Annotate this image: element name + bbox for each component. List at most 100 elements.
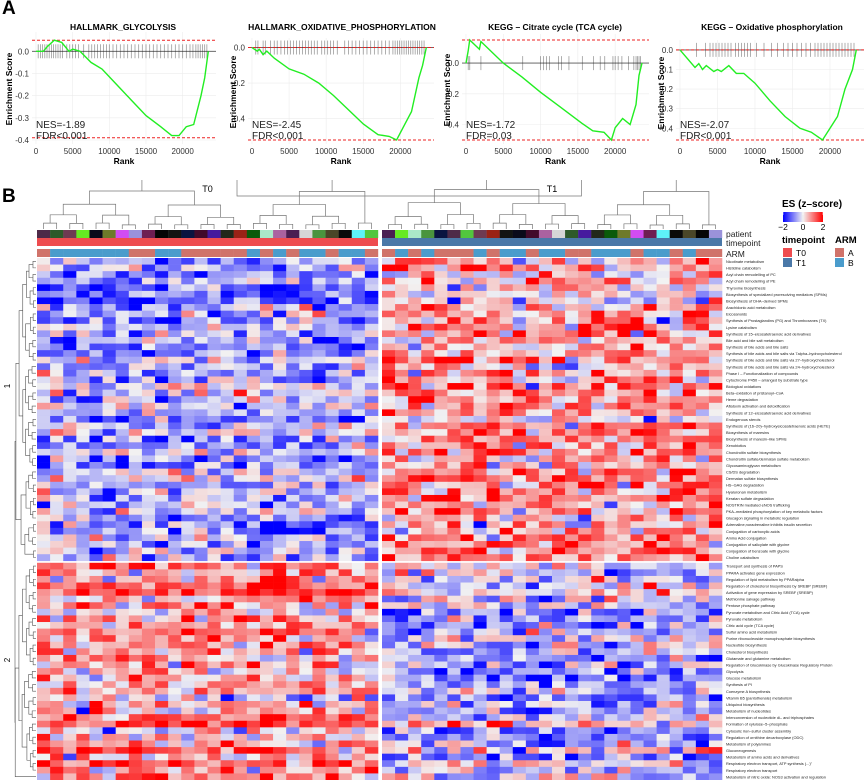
heatmap-cell	[233, 654, 248, 662]
heatmap-cell	[525, 435, 540, 443]
heatmap-cell	[382, 569, 396, 577]
heatmap-cell	[312, 330, 326, 338]
heatmap-cell	[538, 654, 553, 662]
heatmap-cell	[246, 376, 261, 384]
heatmap-cell	[656, 534, 670, 542]
heatmap-cell	[338, 641, 353, 649]
heatmap-cell	[181, 521, 195, 529]
arm-annotation-cell	[591, 249, 605, 257]
heatmap-cell	[447, 481, 461, 489]
heatmap-cell	[460, 494, 474, 502]
heatmap-cell	[630, 290, 644, 298]
heatmap-cell	[656, 468, 670, 476]
heatmap-cell	[364, 753, 379, 761]
heatmap-cell	[312, 674, 326, 682]
heatmap-cell	[565, 284, 579, 292]
heatmap-cell	[286, 622, 300, 629]
heatmap-cell	[630, 554, 644, 562]
heatmap-cell	[207, 753, 221, 761]
heatmap-cell	[338, 396, 353, 404]
heatmap-cell	[512, 264, 527, 272]
heatmap-cell	[708, 310, 723, 318]
heatmap-cell	[434, 442, 448, 450]
dendrogram-branch	[518, 224, 533, 229]
heatmap-cell	[325, 747, 339, 754]
fdr-annotation: FDR<0.001	[252, 131, 304, 142]
heatmap-cell	[128, 589, 143, 596]
heatmap-cell	[421, 681, 435, 689]
heatmap-cell	[525, 290, 540, 298]
heatmap-cell	[37, 304, 51, 311]
heatmap-cell	[37, 383, 51, 390]
heatmap-cell	[89, 343, 103, 351]
heatmap-cell	[312, 258, 326, 265]
heatmap-cell	[473, 297, 487, 305]
heatmap-cell	[630, 435, 644, 443]
arm-annotation-cell	[128, 249, 143, 257]
heatmap-cell	[512, 654, 527, 662]
heatmap-cell	[473, 589, 487, 596]
heatmap-cell	[63, 429, 77, 437]
heatmap-cell	[168, 727, 182, 735]
heatmap-cell	[486, 714, 500, 722]
heatmap-cell	[669, 733, 684, 741]
heatmap-cell	[351, 396, 366, 404]
heatmap-cell	[656, 277, 670, 285]
heatmap-cell	[364, 674, 379, 682]
heatmap-cell	[486, 429, 500, 437]
dendrogram-branch	[31, 723, 36, 731]
heatmap-cell	[499, 402, 514, 410]
heatmap-cell	[259, 727, 274, 735]
heatmap-cell	[434, 727, 448, 735]
heatmap-cell	[207, 409, 221, 417]
heatmap-cell	[115, 271, 130, 279]
heatmap-cell	[299, 396, 313, 404]
heatmap-cell	[552, 330, 566, 338]
heatmap-cell	[565, 714, 579, 722]
heatmap-cell	[299, 488, 313, 496]
heatmap-cell	[364, 429, 379, 437]
heatmap-cell	[538, 720, 553, 728]
heatmap-cell	[538, 304, 553, 311]
heatmap-cell	[102, 547, 116, 555]
heatmap-cell	[181, 356, 195, 364]
dendrogram-branch	[32, 326, 36, 334]
heatmap-cell	[578, 687, 592, 695]
heatmap-cell	[168, 369, 182, 377]
heatmap-cell	[50, 595, 64, 603]
heatmap-cell	[286, 575, 300, 583]
heatmap-cell	[128, 402, 143, 410]
heatmap-cell	[591, 310, 605, 318]
heatmap-cell	[708, 589, 723, 596]
heatmap-cell	[364, 383, 379, 390]
heatmap-cell	[591, 350, 605, 358]
heatmap-cell	[89, 747, 103, 754]
heatmap-cell	[525, 628, 540, 636]
heatmap-cell	[382, 277, 396, 285]
heatmap-cell	[246, 602, 261, 610]
heatmap-cell	[181, 727, 195, 735]
heatmap-cell	[708, 740, 723, 748]
heatmap-cell	[351, 435, 366, 443]
heatmap-cell	[643, 654, 657, 662]
arm-legend-label: A	[848, 248, 854, 258]
heatmap-cell	[395, 727, 409, 735]
heatmap-cell	[395, 608, 409, 616]
y-tick-label: -0.2	[445, 90, 459, 99]
row-label: Methionine salvage pathway	[726, 597, 775, 602]
heatmap-cell	[695, 773, 710, 780]
heatmap-cell	[286, 720, 300, 728]
heatmap-cell	[364, 760, 379, 768]
heatmap-cell	[286, 521, 300, 529]
row-label: Bile acid and bile salt metabolism	[726, 338, 784, 343]
heatmap-cell	[512, 569, 527, 577]
heatmap-cell	[338, 648, 353, 656]
heatmap-cell	[473, 494, 487, 502]
heatmap-cell	[128, 376, 143, 384]
arm-annotation-cell	[447, 249, 461, 257]
heatmap-cell	[643, 514, 657, 522]
heatmap-cell	[682, 582, 697, 590]
heatmap-cell	[669, 429, 684, 437]
heatmap-cell	[460, 508, 474, 516]
heatmap-cell	[447, 622, 461, 629]
